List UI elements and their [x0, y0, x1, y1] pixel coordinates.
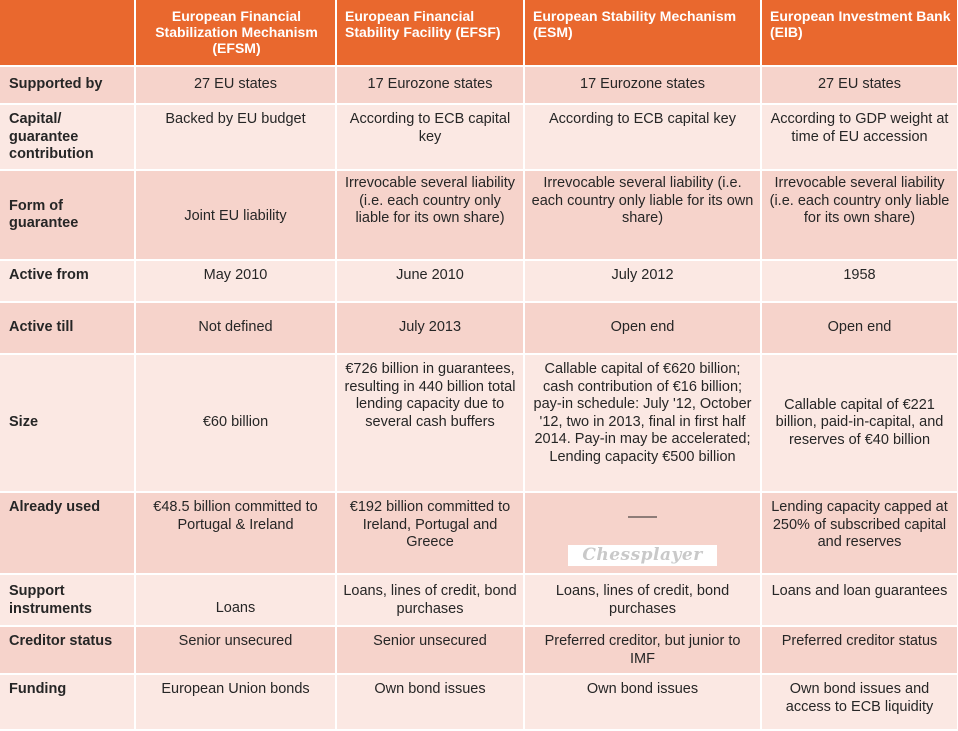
row-size: Size €60 billion €726 billion in guarant… — [0, 354, 958, 493]
cell-efsf: €726 billion in guarantees, resulting in… — [336, 354, 525, 493]
cell-eib: Preferred creditor status — [761, 626, 958, 675]
row-label: Supported by — [0, 66, 136, 105]
cell-efsf: Own bond issues — [336, 674, 525, 731]
cell-esm: 17 Eurozone states — [524, 66, 762, 105]
cell-eib: 1958 — [761, 260, 958, 303]
cell-efsf: €192 billion committed to Ireland, Portu… — [336, 492, 525, 575]
row-already-used: Already used €48.5 billion committed to … — [0, 492, 958, 575]
cell-efsm: €60 billion — [135, 354, 337, 493]
header-esm: European Stability Mechanism (ESM) — [524, 0, 762, 67]
row-label: Size — [0, 354, 136, 493]
row-label: Already used — [0, 492, 136, 575]
cell-eib: According to GDP weight at time of EU ac… — [761, 104, 958, 171]
cell-efsf: 17 Eurozone states — [336, 66, 525, 105]
cell-efsm: Not defined — [135, 302, 337, 355]
cell-efsf: According to ECB capital key — [336, 104, 525, 171]
cell-esm: Loans, lines of credit, bond purchases — [524, 574, 762, 627]
row-label: Funding — [0, 674, 136, 731]
cell-efsm: 27 EU states — [135, 66, 337, 105]
cell-efsf: July 2013 — [336, 302, 525, 355]
cell-efsm: May 2010 — [135, 260, 337, 303]
header-efsf: European Financial Stability Facility (E… — [336, 0, 525, 67]
cell-efsf: Senior unsecured — [336, 626, 525, 675]
cell-efsf: Loans, lines of credit, bond purchases — [336, 574, 525, 627]
row-creditor-status: Creditor status Senior unsecured Senior … — [0, 626, 958, 675]
cell-esm: Own bond issues — [524, 674, 762, 731]
row-capital-guarantee: Capital/ guarantee contribution Backed b… — [0, 104, 958, 171]
cell-eib: Callable capital of €221 billion, paid-i… — [761, 354, 958, 493]
cell-efsm: European Union bonds — [135, 674, 337, 731]
row-active-from: Active from May 2010 June 2010 July 2012… — [0, 260, 958, 303]
row-support-instruments: Support instruments Loans Loans, lines o… — [0, 574, 958, 627]
cell-esm: —— Chessplayer — [524, 492, 762, 575]
row-label: Support instruments — [0, 574, 136, 627]
cell-efsf: Irrevocable several liability (i.e. each… — [336, 170, 525, 261]
cell-efsm: Joint EU liability — [135, 170, 337, 261]
cell-eib: Open end — [761, 302, 958, 355]
cell-efsf: June 2010 — [336, 260, 525, 303]
header-efsm: European Financial Stabilization Mechani… — [135, 0, 337, 67]
row-label: Active till — [0, 302, 136, 355]
cell-efsm: Loans — [135, 574, 337, 627]
cell-eib: Loans and loan guarantees — [761, 574, 958, 627]
header-corner — [0, 0, 136, 67]
cell-efsm: €48.5 billion committed to Portugal & Ir… — [135, 492, 337, 575]
cell-eib: 27 EU states — [761, 66, 958, 105]
cell-esm: July 2012 — [524, 260, 762, 303]
row-active-till: Active till Not defined July 2013 Open e… — [0, 302, 958, 355]
row-funding: Funding European Union bonds Own bond is… — [0, 674, 958, 731]
watermark-logo: Chessplayer — [568, 544, 717, 566]
cell-eib: Own bond issues and access to ECB liquid… — [761, 674, 958, 731]
row-form-of-guarantee: Form of guarantee Joint EU liability Irr… — [0, 170, 958, 261]
row-label: Form of guarantee — [0, 170, 136, 261]
header-row: European Financial Stabilization Mechani… — [0, 0, 958, 67]
cell-esm: Open end — [524, 302, 762, 355]
cell-esm: Irrevocable several liability (i.e. each… — [524, 170, 762, 261]
row-label: Creditor status — [0, 626, 136, 675]
header-eib: European Investment Bank (EIB) — [761, 0, 958, 67]
row-label: Active from — [0, 260, 136, 303]
cell-esm: Preferred creditor, but junior to IMF — [524, 626, 762, 675]
cell-esm: According to ECB capital key — [524, 104, 762, 171]
row-label: Capital/ guarantee contribution — [0, 104, 136, 171]
cell-esm-dash: —— — [628, 509, 657, 525]
cell-efsm: Senior unsecured — [135, 626, 337, 675]
cell-efsm: Backed by EU budget — [135, 104, 337, 171]
row-supported-by: Supported by 27 EU states 17 Eurozone st… — [0, 66, 958, 105]
cell-esm: Callable capital of €620 billion; cash c… — [524, 354, 762, 493]
cell-eib: Lending capacity capped at 250% of subsc… — [761, 492, 958, 575]
cell-eib: Irrevocable several liability (i.e. each… — [761, 170, 958, 261]
